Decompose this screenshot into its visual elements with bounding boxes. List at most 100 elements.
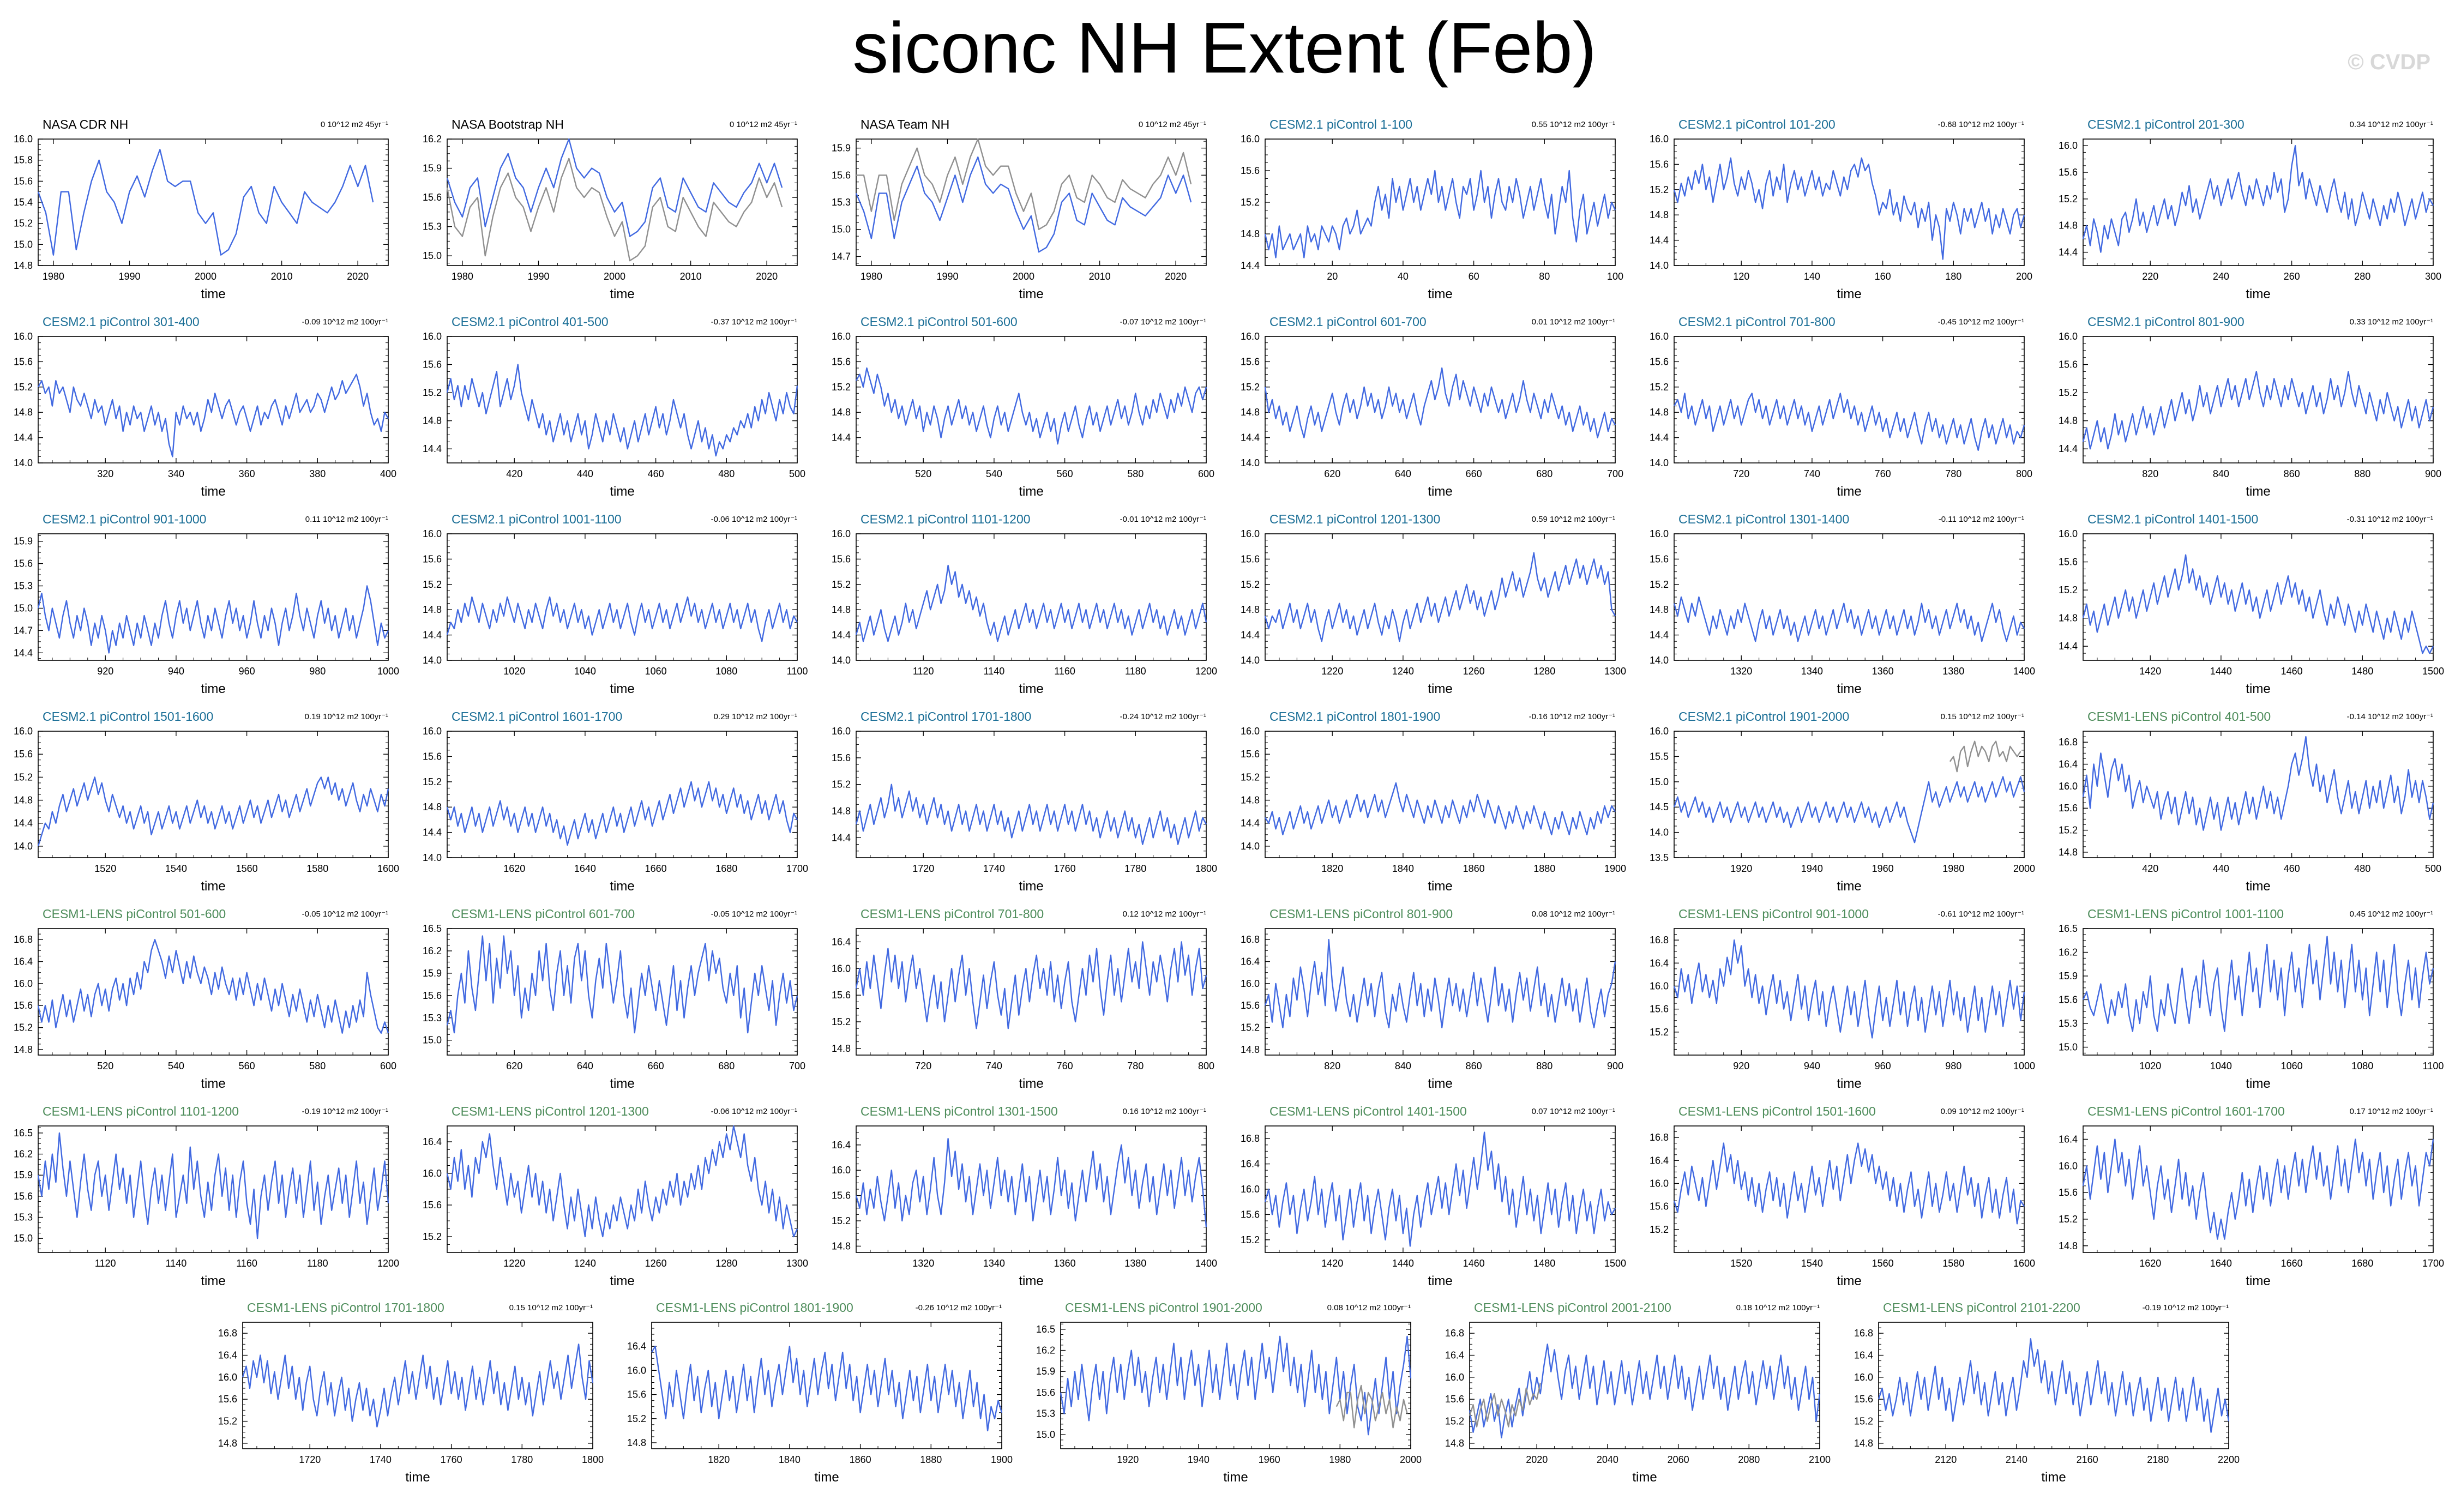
y-tick-label: 16.0 — [832, 1165, 851, 1176]
y-tick-label: 15.2 — [2059, 825, 2078, 836]
x-tick-label: 1420 — [1321, 1258, 1343, 1269]
y-tick-label: 15.2 — [218, 1416, 237, 1427]
y-tick-label: 15.2 — [1650, 382, 1669, 393]
y-tick-label: 16.4 — [423, 1136, 442, 1147]
panel-title: NASA Team NH — [861, 117, 950, 131]
series-line — [1469, 1382, 1541, 1427]
plot-area: 620 640 660 680 700 14.0 14.4 14.8 15.2 15.6 16.0 t… — [1241, 331, 1623, 499]
x-axis-label: time — [201, 287, 225, 302]
series-line — [2082, 554, 2434, 654]
y-tick-label: 15.6 — [14, 749, 33, 760]
x-tick-label: 400 — [380, 468, 396, 479]
plot-frame — [447, 928, 798, 1056]
y-tick-label: 16.8 — [1241, 1133, 1260, 1144]
y-tick-label: 14.4 — [423, 443, 442, 454]
y-tick-label: 16.0 — [1241, 331, 1260, 342]
x-axis-label: time — [201, 879, 225, 894]
y-tick-label: 14.8 — [627, 1437, 646, 1448]
chart-panel: CESM2.1 piControl 801-900 0.33 10^12 m2 1… — [2059, 315, 2441, 501]
x-tick-label: 1080 — [2351, 1061, 2373, 1071]
x-tick-label: 1600 — [377, 863, 399, 874]
panel-trend: 0.11 10^12 m2 100yr⁻¹ — [305, 515, 388, 524]
panel-title: CESM1-LENS piControl 501-600 — [43, 907, 226, 921]
plot-area: 920 940 960 980 1000 14.4 14.7 15.0 15.3 15.6 15.9… — [14, 533, 399, 696]
x-tick-label: 1480 — [2351, 666, 2373, 677]
x-axis-label: time — [610, 682, 634, 696]
y-tick-label: 15.2 — [2059, 194, 2078, 204]
y-tick-label: 15.2 — [1445, 1416, 1464, 1427]
panel-trend: -0.06 10^12 m2 100yr⁻¹ — [711, 1107, 797, 1116]
chart-panel: NASA CDR NH 0 10^12 m2 45yr⁻¹ 1980 1990 2000… — [14, 117, 389, 304]
panel-trend: 0.59 10^12 m2 100yr⁻¹ — [1531, 515, 1615, 524]
x-axis-label: time — [610, 1076, 634, 1091]
chart-panel: CESM2.1 piControl 1701-1800 -0.24 10^12 m… — [832, 709, 1217, 896]
chart-panel: CESM1-LENS piControl 2101-2200 -0.19 10^1… — [1854, 1300, 2240, 1487]
plot-area: 1120 1140 1160 1180 1200 14.0 14.4 14.8 15.2 15.6… — [832, 528, 1217, 696]
panel-title: CESM1-LENS piControl 1501-1600 — [1678, 1104, 1876, 1118]
y-tick-label: 14.4 — [1241, 432, 1260, 443]
chart-panel: CESM2.1 piControl 501-600 -0.07 10^12 m2 … — [832, 315, 1214, 501]
x-tick-label: 1600 — [2013, 1258, 2035, 1269]
x-tick-label: 1500 — [1604, 1258, 1626, 1269]
panel-trend: -0.07 10^12 m2 100yr⁻¹ — [1120, 317, 1206, 327]
panel-title: CESM2.1 piControl 101-200 — [1678, 117, 1836, 131]
x-axis-label: time — [201, 484, 225, 499]
y-tick-label: 15.2 — [832, 579, 851, 590]
series-line — [1264, 782, 1616, 835]
y-tick-label: 15.8 — [14, 155, 33, 166]
y-tick-label: 14.8 — [2059, 415, 2078, 426]
y-tick-label: 15.6 — [14, 1000, 33, 1011]
y-tick-label: 15.9 — [423, 968, 442, 979]
chart-panel: CESM1-LENS piControl 1001-1100 0.45 10^12… — [2059, 907, 2444, 1093]
x-tick-label: 540 — [168, 1061, 184, 1071]
panel-title: CESM1-LENS piControl 1001-1100 — [2087, 907, 2284, 921]
x-tick-label: 1220 — [1321, 666, 1343, 677]
plot-area: 1720 1740 1760 1780 1800 14.4 14.8 15.2 15.6 16.0… — [832, 726, 1217, 894]
y-tick-label: 16.0 — [218, 1372, 237, 1383]
x-tick-label: 1940 — [1801, 863, 1823, 874]
y-tick-label: 15.6 — [14, 176, 33, 186]
series-line — [855, 1138, 1207, 1227]
panel-title: CESM2.1 piControl 201-300 — [2087, 117, 2245, 131]
plot-frame — [447, 533, 798, 661]
x-axis-label: time — [2246, 484, 2270, 499]
panel-title: CESM1-LENS piControl 1901-2000 — [1065, 1300, 1262, 1315]
y-tick-label: 15.0 — [14, 239, 33, 250]
y-tick-label: 15.2 — [1241, 382, 1260, 393]
x-tick-label: 1100 — [787, 666, 808, 677]
x-tick-label: 1960 — [1259, 1454, 1280, 1465]
panel-trend: -0.05 10^12 m2 100yr⁻¹ — [711, 909, 797, 919]
chart-panel: CESM2.1 piControl 901-1000 0.11 10^12 m2 … — [14, 512, 399, 698]
y-tick-label: 15.4 — [14, 197, 33, 208]
x-tick-label: 480 — [2354, 863, 2370, 874]
y-tick-label: 15.2 — [1650, 184, 1669, 195]
x-tick-label: 1990 — [118, 271, 140, 282]
x-axis-label: time — [1632, 1470, 1657, 1485]
panel-trend: 0.09 10^12 m2 100yr⁻¹ — [1940, 1107, 2024, 1116]
panel-trend: 0 10^12 m2 45yr⁻¹ — [320, 120, 388, 129]
x-tick-label: 780 — [1945, 468, 1961, 479]
y-tick-label: 16.2 — [14, 1149, 33, 1160]
y-tick-label: 16.0 — [1241, 726, 1260, 737]
x-tick-label: 760 — [1057, 1061, 1073, 1071]
x-axis-label: time — [1019, 1076, 1043, 1091]
y-tick-label: 14.8 — [423, 802, 442, 812]
y-tick-label: 14.7 — [832, 251, 851, 262]
series-line — [2082, 1138, 2434, 1240]
y-tick-label: 16.0 — [1650, 134, 1669, 144]
x-tick-label: 680 — [1536, 468, 1553, 479]
x-tick-label: 1540 — [1801, 1258, 1823, 1269]
x-tick-label: 1780 — [511, 1454, 533, 1465]
y-tick-label: 15.2 — [2059, 585, 2078, 595]
x-tick-label: 1520 — [1730, 1258, 1752, 1269]
y-tick-label: 15.2 — [1650, 579, 1669, 590]
panel-trend: 0.45 10^12 m2 100yr⁻¹ — [2349, 909, 2433, 919]
chart-panel: CESM2.1 piControl 1101-1200 -0.01 10^12 m… — [832, 512, 1217, 698]
y-tick-label: 16.0 — [2059, 140, 2078, 151]
plot-area: 1620 1640 1660 1680 1700 14.8 15.2 15.6 16.0 16.4… — [2059, 1125, 2444, 1288]
x-tick-label: 1440 — [1392, 1258, 1414, 1269]
panel-title: NASA Bootstrap NH — [452, 117, 564, 131]
plot-frame — [1265, 533, 1616, 661]
y-tick-label: 14.4 — [423, 630, 442, 641]
chart-panel: CESM1-LENS piControl 1101-1200 -0.19 10^1… — [14, 1104, 399, 1291]
